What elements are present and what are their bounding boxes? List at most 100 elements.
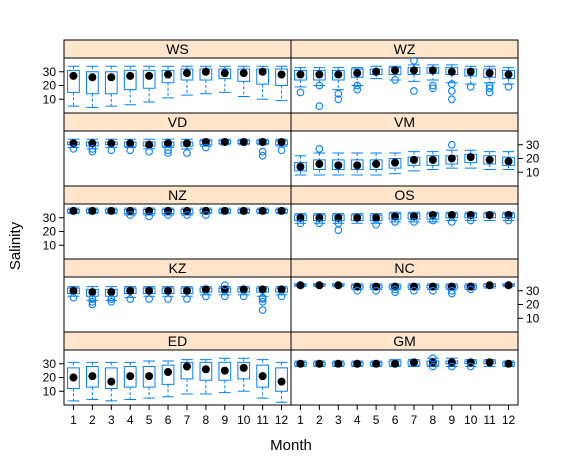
median-dot (353, 360, 361, 368)
median-dot (69, 287, 77, 295)
y-tick-label: 20 (43, 79, 57, 93)
median-dot (259, 68, 267, 76)
median-dot (486, 281, 494, 289)
median-dot (448, 211, 456, 219)
y-tick-label: 10 (526, 311, 540, 325)
median-dot (88, 73, 96, 81)
median-dot (467, 68, 475, 76)
median-dot (183, 363, 191, 371)
median-dot (315, 214, 323, 222)
median-dot (486, 156, 494, 164)
median-dot (259, 285, 267, 293)
median-dot (164, 139, 172, 147)
median-dot (107, 73, 115, 81)
x-tick-label: 1 (297, 413, 304, 427)
median-dot (69, 374, 77, 382)
panel-frame (64, 277, 291, 332)
median-dot (486, 211, 494, 219)
outlier-point (316, 103, 323, 110)
median-dot (164, 287, 172, 295)
median-dot (145, 287, 153, 295)
x-tick-label: 7 (184, 413, 191, 427)
median-dot (410, 358, 418, 366)
y-tick-label: 30 (526, 284, 540, 298)
median-dot (505, 211, 513, 219)
x-tick-label: 3 (335, 413, 342, 427)
median-dot (145, 141, 153, 149)
x-tick-label: 10 (464, 413, 478, 427)
median-dot (296, 214, 304, 222)
median-dot (69, 72, 77, 80)
panel-nz: NZ102030 (43, 186, 291, 259)
median-dot (278, 285, 286, 293)
outlier-point (259, 148, 266, 155)
median-dot (202, 138, 210, 146)
x-tick-label: 2 (316, 413, 323, 427)
median-dot (448, 68, 456, 76)
median-dot (107, 288, 115, 296)
y-tick-label: 10 (43, 92, 57, 106)
x-tick-label: 8 (203, 413, 210, 427)
median-dot (259, 207, 267, 215)
strip-label: NC (394, 260, 414, 276)
median-dot (505, 360, 513, 368)
median-dot (372, 214, 380, 222)
median-dot (315, 71, 323, 79)
strip-label: WS (166, 41, 189, 57)
strip-label: KZ (169, 260, 187, 276)
y-tick-label: 30 (43, 211, 57, 225)
median-dot (391, 212, 399, 220)
outlier-point (448, 88, 455, 95)
median-dot (259, 372, 267, 380)
median-dot (183, 69, 191, 77)
panel-kz: KZ (64, 259, 291, 332)
y-tick-label: 10 (526, 165, 540, 179)
median-dot (221, 367, 229, 375)
y-tick-label: 10 (43, 238, 57, 252)
median-dot (429, 156, 437, 164)
x-axis-label: Month (270, 437, 312, 454)
x-tick-label: 7 (411, 413, 418, 427)
strip-label: WZ (394, 41, 416, 57)
panel-frame (291, 350, 518, 405)
panel-os: OS (291, 186, 518, 259)
median-dot (278, 207, 286, 215)
median-dot (259, 138, 267, 146)
median-dot (296, 163, 304, 171)
median-dot (372, 160, 380, 168)
median-dot (334, 214, 342, 222)
median-dot (240, 69, 248, 77)
y-tick-label: 20 (526, 152, 540, 166)
median-dot (145, 372, 153, 380)
median-dot (391, 66, 399, 74)
median-dot (88, 372, 96, 380)
median-dot (88, 139, 96, 147)
median-dot (296, 281, 304, 289)
strip-label: OS (394, 187, 414, 203)
median-dot (69, 207, 77, 215)
median-dot (107, 207, 115, 215)
y-tick-label: 10 (43, 384, 57, 398)
x-tick-label: 6 (392, 413, 399, 427)
median-dot (202, 68, 210, 76)
x-tick-label: 12 (502, 413, 516, 427)
median-dot (505, 281, 513, 289)
median-dot (486, 69, 494, 77)
median-dot (88, 207, 96, 215)
x-tick-label: 9 (221, 413, 228, 427)
median-dot (429, 66, 437, 74)
panel-vd: VD (64, 113, 291, 186)
outlier-point (127, 296, 134, 303)
median-dot (278, 378, 286, 386)
x-tick-label: 1 (70, 413, 77, 427)
median-dot (315, 160, 323, 168)
median-dot (315, 360, 323, 368)
median-dot (221, 207, 229, 215)
strip-label: GM (393, 333, 416, 349)
median-dot (353, 69, 361, 77)
median-dot (505, 71, 513, 79)
x-tick-label: 5 (146, 413, 153, 427)
median-dot (240, 364, 248, 372)
median-dot (334, 161, 342, 169)
